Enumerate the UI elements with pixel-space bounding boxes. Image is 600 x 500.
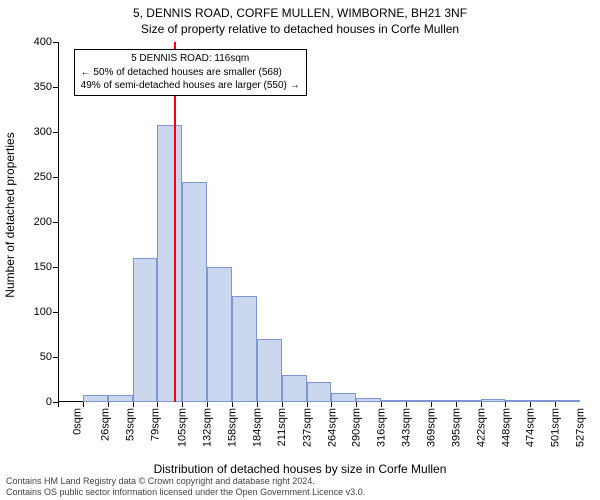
histogram-bar <box>307 382 332 402</box>
annotation-line2: ← 50% of detached houses are smaller (56… <box>81 66 300 80</box>
x-tick-label: 211sqm <box>276 408 288 446</box>
y-tick-label: 150 <box>34 261 52 273</box>
x-tick-mark <box>207 402 208 407</box>
x-tick-mark <box>331 402 332 407</box>
histogram-bar <box>505 400 530 402</box>
x-tick-mark <box>182 402 183 407</box>
x-tick-label: 26sqm <box>99 408 111 441</box>
x-tick-label: 369sqm <box>426 408 438 447</box>
histogram-bar <box>456 400 481 402</box>
histogram-bar <box>157 125 182 402</box>
histogram-bar <box>530 400 555 402</box>
chart-title-desc: Size of property relative to detached ho… <box>0 20 600 36</box>
x-tick-mark <box>381 402 382 407</box>
x-tick-label: 290sqm <box>351 408 363 447</box>
caption-line1: Contains HM Land Registry data © Crown c… <box>6 476 365 487</box>
x-tick-mark <box>282 402 283 407</box>
histogram-bar <box>232 296 257 402</box>
x-tick-label: 527sqm <box>575 408 587 447</box>
x-tick-mark <box>530 402 531 407</box>
y-tick-label: 0 <box>46 396 52 408</box>
y-tick-mark <box>53 312 58 313</box>
y-tick-mark <box>53 132 58 133</box>
histogram-bar <box>381 400 406 402</box>
histogram-bar <box>282 375 307 402</box>
histogram-bar <box>331 393 356 402</box>
y-tick-label: 400 <box>34 36 52 48</box>
histogram-bar <box>431 400 456 402</box>
x-tick-label: 184sqm <box>252 408 264 447</box>
x-tick-label: 474sqm <box>525 408 537 447</box>
caption: Contains HM Land Registry data © Crown c… <box>6 476 365 498</box>
x-tick-mark <box>58 402 59 407</box>
x-tick-mark <box>232 402 233 407</box>
chart-title-address: 5, DENNIS ROAD, CORFE MULLEN, WIMBORNE, … <box>0 0 600 20</box>
x-tick-mark <box>133 402 134 407</box>
histogram-bar <box>406 400 431 402</box>
x-tick-mark <box>481 402 482 407</box>
x-tick-label: 132sqm <box>202 408 214 447</box>
x-tick-mark <box>505 402 506 407</box>
y-tick-label: 350 <box>34 81 52 93</box>
x-tick-label: 343sqm <box>401 408 413 447</box>
histogram-bar <box>83 395 108 402</box>
x-tick-mark <box>257 402 258 407</box>
histogram-bar <box>481 399 506 402</box>
histogram-bar <box>207 267 232 402</box>
caption-line2: Contains OS public sector information li… <box>6 487 365 498</box>
y-tick-label: 300 <box>34 126 52 138</box>
y-tick-label: 250 <box>34 171 52 183</box>
x-tick-label: 105sqm <box>177 408 189 447</box>
x-tick-label: 501sqm <box>550 408 562 447</box>
x-tick-label: 448sqm <box>500 408 512 447</box>
y-tick-label: 50 <box>40 351 52 363</box>
x-tick-label: 53sqm <box>124 408 136 441</box>
y-tick-mark <box>53 87 58 88</box>
y-axis-line <box>58 42 59 402</box>
y-tick-label: 200 <box>34 216 52 228</box>
x-tick-mark <box>555 402 556 407</box>
annotation-line3: 49% of semi-detached houses are larger (… <box>81 79 300 93</box>
x-tick-label: 316sqm <box>376 408 388 447</box>
histogram-bar <box>555 400 580 402</box>
x-tick-mark <box>456 402 457 407</box>
x-tick-label: 264sqm <box>326 408 338 447</box>
x-tick-mark <box>108 402 109 407</box>
x-tick-label: 0sqm <box>71 408 83 435</box>
x-tick-mark <box>406 402 407 407</box>
x-tick-label: 395sqm <box>450 408 462 447</box>
plot-area: 0501001502002503003504000sqm26sqm53sqm79… <box>58 42 580 402</box>
x-tick-label: 158sqm <box>227 408 239 447</box>
y-tick-mark <box>53 357 58 358</box>
x-tick-mark <box>307 402 308 407</box>
histogram-bar <box>182 182 207 403</box>
x-tick-mark <box>157 402 158 407</box>
annotation-box: 5 DENNIS ROAD: 116sqm← 50% of detached h… <box>74 49 307 96</box>
y-axis-label: Number of detached properties <box>3 132 17 297</box>
histogram-bar <box>356 398 381 403</box>
x-tick-mark <box>83 402 84 407</box>
histogram-bar <box>108 395 133 402</box>
y-tick-mark <box>53 42 58 43</box>
x-axis-label: Distribution of detached houses by size … <box>154 462 447 476</box>
y-tick-label: 100 <box>34 306 52 318</box>
y-tick-mark <box>53 222 58 223</box>
x-tick-mark <box>431 402 432 407</box>
x-tick-label: 79sqm <box>149 408 161 441</box>
x-tick-label: 422sqm <box>475 408 487 447</box>
x-tick-mark <box>356 402 357 407</box>
histogram-bar <box>257 339 282 402</box>
y-tick-mark <box>53 177 58 178</box>
histogram-bar <box>133 258 158 402</box>
y-tick-mark <box>53 267 58 268</box>
x-tick-label: 237sqm <box>301 408 313 447</box>
annotation-line1: 5 DENNIS ROAD: 116sqm <box>81 52 300 66</box>
reference-line <box>174 42 176 402</box>
chart-area: 0501001502002503003504000sqm26sqm53sqm79… <box>58 42 580 402</box>
